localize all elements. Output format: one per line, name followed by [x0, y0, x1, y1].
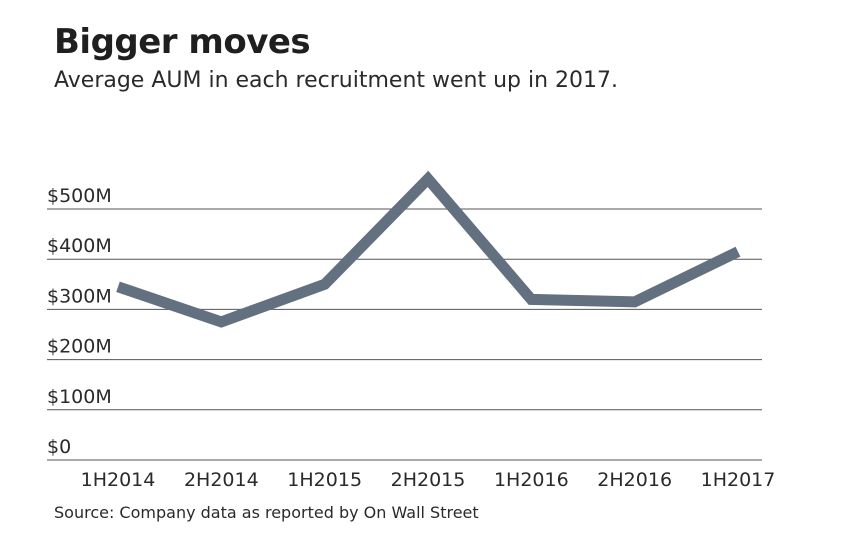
- x-tick-label: 1H2014: [81, 469, 156, 491]
- y-tick-label: $500M: [47, 185, 112, 207]
- x-tick-label: 1H2016: [494, 469, 569, 491]
- y-tick-label: $100M: [47, 386, 112, 408]
- chart-title: Bigger moves: [54, 22, 311, 62]
- x-axis-tick-labels: 1H2014 2H2014 1H2015 2H2015 1H2016 2H2016 1H20…: [81, 469, 776, 491]
- x-tick-label: 2H2014: [184, 469, 259, 491]
- y-tick-label: $0: [47, 436, 71, 458]
- series-layer: [116, 170, 741, 328]
- series-line: [116, 170, 741, 328]
- grid-lines: [47, 208, 762, 461]
- x-tick-label: 1H2017: [701, 469, 776, 491]
- chart-subtitle: Average AUM in each recruitment went up …: [54, 68, 619, 93]
- y-axis-tick-labels: $0 $100M $200M $300M $400M $500M: [47, 185, 112, 458]
- x-tick-label: 1H2015: [287, 469, 362, 491]
- x-tick-label: 2H2015: [391, 469, 466, 491]
- y-tick-label: $300M: [47, 285, 112, 307]
- source-note: Source: Company data as reported by On W…: [54, 503, 479, 522]
- x-tick-label: 2H2016: [597, 469, 672, 491]
- y-tick-label: $200M: [47, 336, 112, 358]
- y-tick-label: $400M: [47, 235, 112, 257]
